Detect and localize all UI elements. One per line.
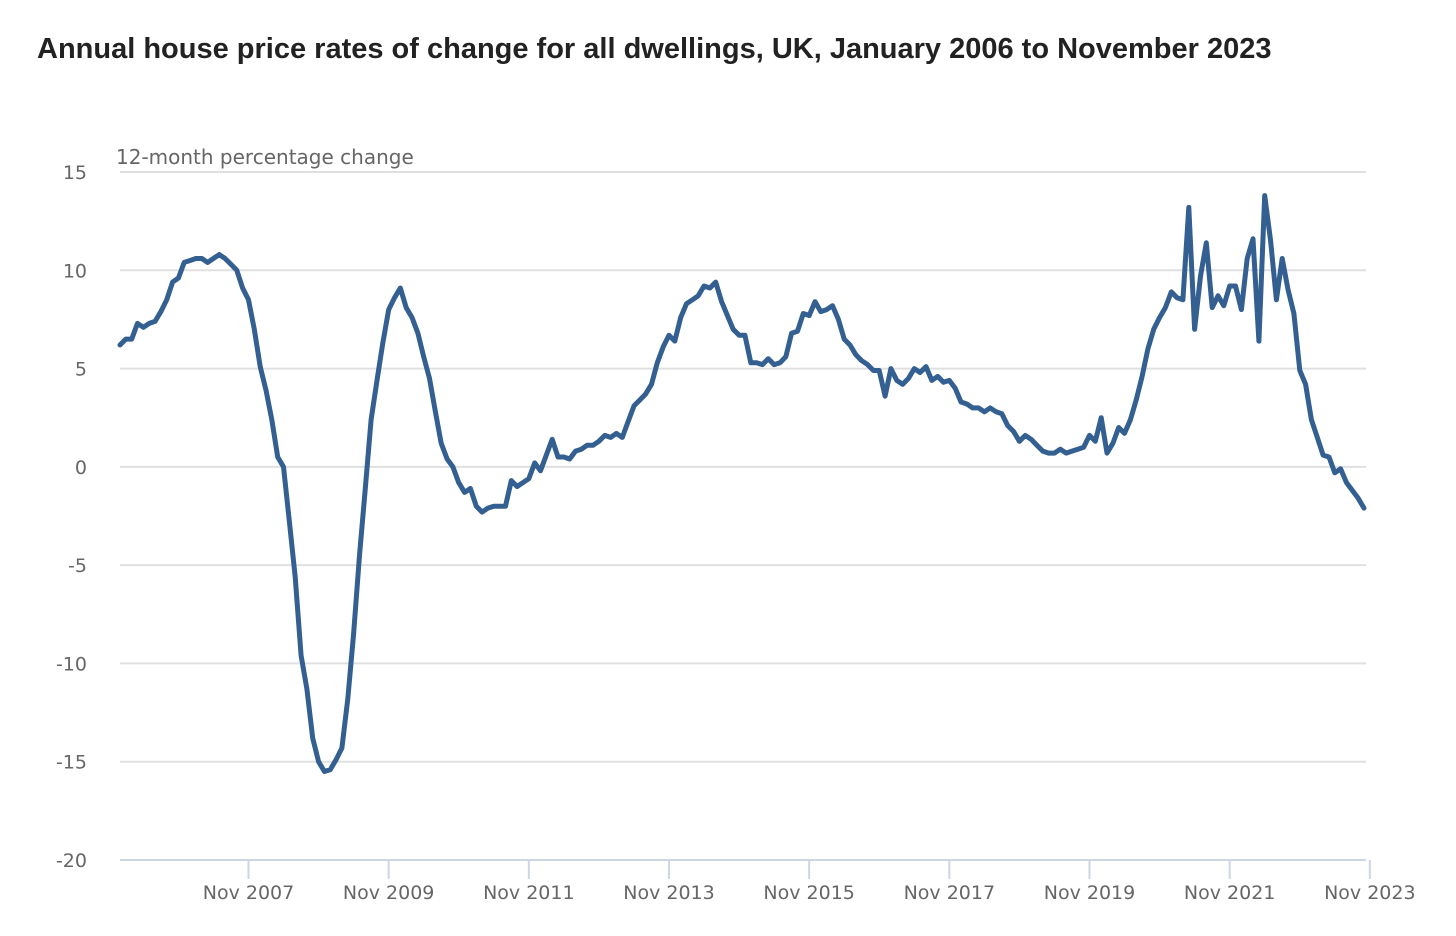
x-axis: Nov 2007 Nov 2009 Nov 2011 Nov 2013 Nov 2015… bbox=[120, 859, 1416, 904]
x-tick-label: Nov 2007 bbox=[203, 882, 294, 904]
x-tick-label: Nov 2021 bbox=[1184, 882, 1275, 904]
series-line-all-dwellings bbox=[117, 193, 1367, 774]
y-axis-ticks: 15 10 5 0 -5 -10 -15 -20 bbox=[56, 162, 87, 872]
y-tick-label: 15 bbox=[63, 162, 87, 184]
x-tick-label: Nov 2017 bbox=[904, 882, 995, 904]
x-tick-label: Nov 2015 bbox=[763, 882, 854, 904]
y-tick-label: 5 bbox=[75, 359, 87, 381]
y-tick-label: -15 bbox=[56, 752, 87, 774]
series bbox=[117, 193, 1367, 774]
x-tick-label: Nov 2013 bbox=[623, 882, 714, 904]
y-tick-label: 0 bbox=[75, 457, 87, 479]
y-tick-label: -20 bbox=[56, 850, 87, 872]
x-tick-label: Nov 2019 bbox=[1044, 882, 1135, 904]
x-tick-label: Nov 2009 bbox=[343, 882, 434, 904]
y-tick-label: -10 bbox=[56, 653, 87, 675]
gridlines bbox=[120, 171, 1366, 763]
x-tick-label: Nov 2023 bbox=[1324, 882, 1415, 904]
y-axis-label: 12-month percentage change bbox=[116, 145, 414, 169]
y-tick-label: 10 bbox=[63, 260, 87, 282]
y-tick-label: -5 bbox=[68, 555, 87, 577]
x-tick-label: Nov 2011 bbox=[483, 882, 574, 904]
chart-title: Annual house price rates of change for a… bbox=[37, 33, 1272, 65]
